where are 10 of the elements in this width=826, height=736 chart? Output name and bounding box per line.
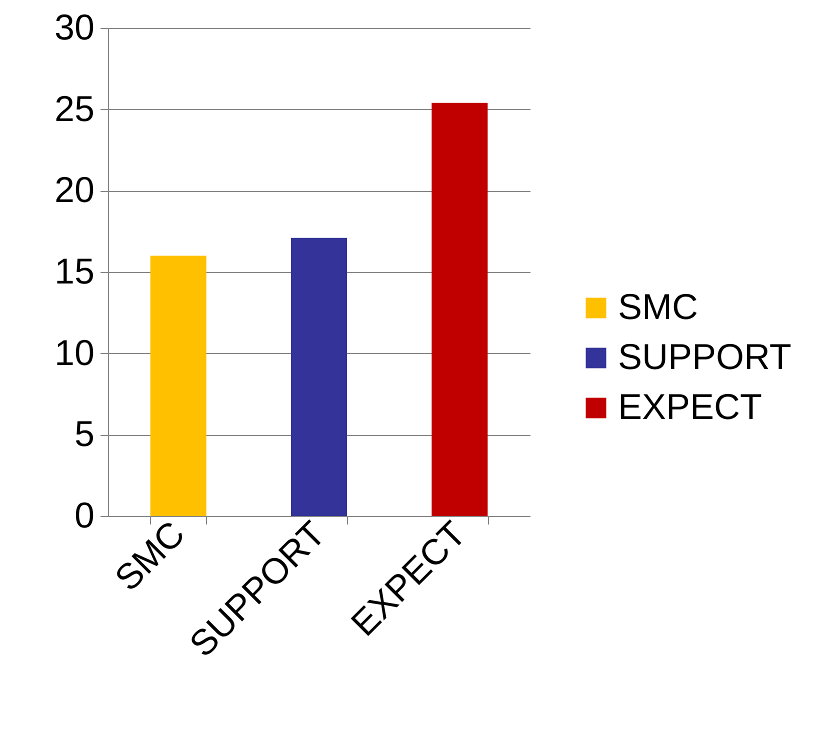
legend-label: SUPPORT bbox=[618, 336, 792, 377]
y-tick-label: 5 bbox=[74, 413, 94, 454]
y-tick-label: 25 bbox=[54, 88, 94, 129]
y-tick-label: 15 bbox=[54, 250, 94, 292]
legend-label: EXPECT bbox=[618, 386, 762, 427]
y-tick-label: 20 bbox=[54, 169, 94, 210]
legend-label: SMC bbox=[618, 286, 698, 327]
y-tick-label: 10 bbox=[54, 332, 94, 373]
y-tick-label: 30 bbox=[54, 6, 94, 48]
y-tick-label: 0 bbox=[74, 494, 94, 536]
